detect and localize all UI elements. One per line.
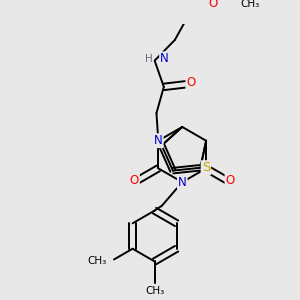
Text: H: H xyxy=(145,54,153,64)
Text: O: O xyxy=(208,0,217,10)
Text: S: S xyxy=(202,161,210,174)
Text: O: O xyxy=(226,174,235,187)
Text: O: O xyxy=(130,174,139,187)
Text: CH₃: CH₃ xyxy=(145,286,164,296)
Text: N: N xyxy=(178,176,187,189)
Text: CH₃: CH₃ xyxy=(240,0,260,9)
Text: N: N xyxy=(154,134,163,147)
Text: O: O xyxy=(186,76,196,89)
Text: CH₃: CH₃ xyxy=(87,256,106,266)
Text: N: N xyxy=(160,52,169,65)
